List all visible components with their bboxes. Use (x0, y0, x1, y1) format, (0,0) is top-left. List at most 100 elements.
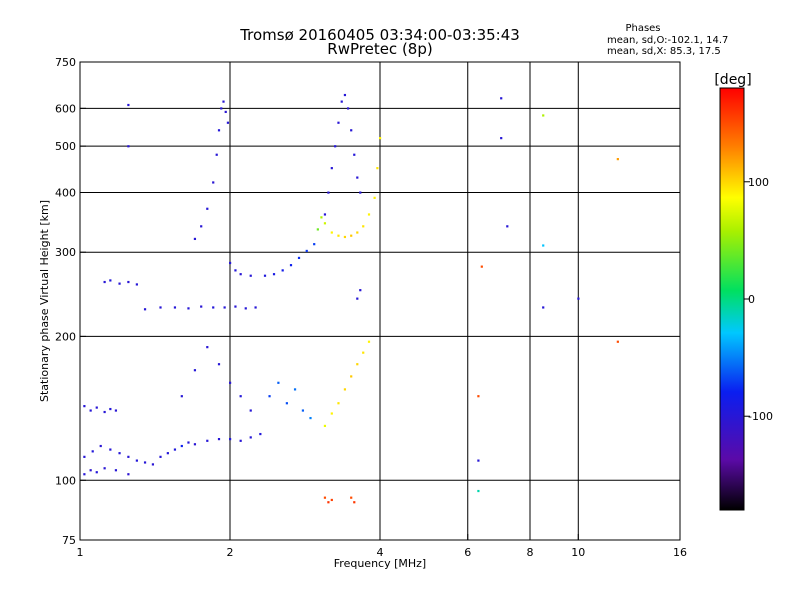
colorbar (719, 87, 745, 511)
x-tick-label: 4 (377, 546, 384, 559)
data-point (99, 444, 102, 448)
data-point (103, 410, 106, 414)
data-point (217, 363, 221, 366)
data-point (217, 129, 221, 132)
data-point (206, 346, 209, 349)
data-point (356, 176, 359, 179)
data-point (200, 305, 203, 308)
data-point (229, 437, 232, 441)
data-point (330, 412, 333, 415)
data-point (289, 264, 293, 267)
data-point (480, 265, 483, 268)
data-point (212, 181, 215, 184)
data-point (356, 297, 359, 300)
data-point (259, 432, 262, 436)
data-point (542, 114, 545, 117)
colorbar-tick-label: -100 (748, 410, 773, 423)
x-tick-label: 6 (464, 546, 471, 559)
data-point (187, 307, 190, 310)
y-tick-label: 400 (55, 186, 76, 199)
data-point (114, 469, 118, 472)
data-point (263, 274, 267, 277)
data-point (109, 448, 112, 451)
data-point (367, 340, 371, 343)
colorbar-ticks: 100 0 -100 (744, 176, 773, 423)
data-point (215, 153, 218, 156)
data-point (359, 289, 362, 292)
data-point (224, 110, 227, 114)
data-point (297, 256, 301, 260)
data-point (109, 279, 112, 282)
data-point (268, 395, 271, 398)
data-point (159, 306, 162, 309)
data-point (542, 306, 545, 309)
y-tick-label: 600 (55, 102, 76, 115)
data-point (477, 395, 480, 398)
data-point (323, 496, 327, 499)
data-point (166, 452, 169, 455)
data-point (229, 261, 232, 265)
data-point (103, 280, 106, 284)
data-point (239, 439, 242, 442)
data-point (313, 243, 316, 246)
x-tick-label: 1 (77, 546, 84, 559)
data-point (173, 306, 177, 309)
data-point (151, 463, 155, 466)
data-point (143, 308, 147, 311)
data-point (334, 145, 337, 148)
data-point (337, 402, 340, 405)
data-point (254, 306, 257, 309)
data-point (239, 273, 242, 276)
data-point (373, 196, 376, 199)
data-point (350, 129, 353, 132)
data-point (305, 249, 308, 253)
data-point (83, 473, 86, 476)
data-point (362, 351, 365, 354)
data-point (281, 269, 284, 272)
data-point (239, 395, 242, 398)
grid (80, 62, 680, 540)
y-tick-label: 300 (55, 246, 76, 259)
data-point (127, 455, 130, 458)
y-axis-ticks: 75 100 200 300 400 500 600 750 (55, 56, 86, 547)
data-point (135, 283, 138, 286)
data-point (340, 100, 343, 103)
colorbar-tick-label: 0 (748, 293, 755, 306)
y-tick-label: 200 (55, 330, 76, 343)
y-tick-label: 100 (55, 474, 76, 487)
data-point (356, 363, 359, 366)
data-point (320, 216, 323, 219)
data-point (343, 388, 347, 391)
data-point (350, 234, 353, 237)
data-point (506, 225, 509, 228)
data-point (367, 213, 371, 216)
chart-title: Tromsø 20160405 03:34:00-03:35:43 (239, 26, 520, 44)
data-point (323, 424, 327, 428)
data-point (323, 222, 327, 225)
data-point (234, 269, 237, 272)
data-point (359, 191, 362, 194)
data-point (350, 496, 353, 499)
data-point (346, 107, 350, 110)
data-point (220, 107, 223, 110)
data-point (127, 103, 130, 107)
data-point (193, 443, 197, 446)
data-point (327, 191, 330, 194)
data-point (327, 501, 330, 504)
x-tick-label: 10 (571, 546, 585, 559)
data-point (173, 448, 177, 451)
data-point (187, 441, 190, 444)
data-point (293, 388, 297, 391)
data-point (127, 280, 130, 284)
data-point (356, 231, 359, 234)
data-point (89, 409, 92, 412)
data-point (118, 282, 121, 285)
data-point (379, 137, 382, 140)
data-point (89, 469, 92, 472)
data-point (180, 395, 183, 398)
data-point (226, 121, 230, 124)
data-point (109, 407, 112, 411)
data-point (343, 93, 347, 97)
data-point (222, 100, 225, 103)
data-point (285, 402, 288, 405)
